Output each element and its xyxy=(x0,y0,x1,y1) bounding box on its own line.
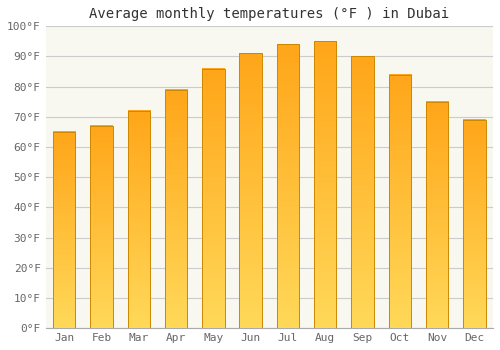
Bar xyxy=(240,54,262,328)
Bar xyxy=(463,120,485,328)
Bar xyxy=(388,75,411,328)
Bar xyxy=(202,69,224,328)
Bar xyxy=(165,90,188,328)
Bar xyxy=(426,102,448,328)
Title: Average monthly temperatures (°F ) in Dubai: Average monthly temperatures (°F ) in Du… xyxy=(89,7,450,21)
Bar xyxy=(53,132,76,328)
Bar xyxy=(314,41,336,328)
Bar xyxy=(352,56,374,328)
Bar xyxy=(90,126,112,328)
Bar xyxy=(128,111,150,328)
Bar xyxy=(277,44,299,328)
